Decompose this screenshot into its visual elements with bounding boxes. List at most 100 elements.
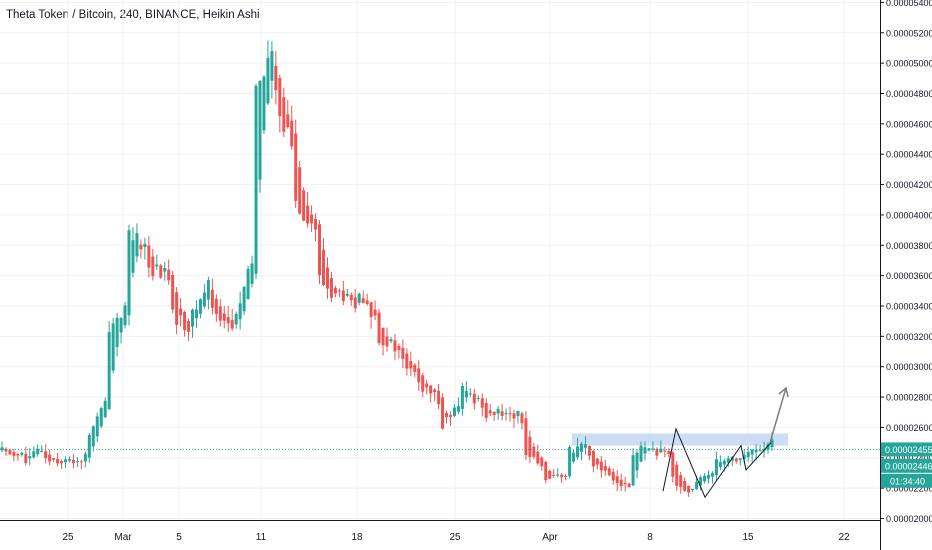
candle-body bbox=[218, 306, 222, 321]
x-tick-label: 22 bbox=[838, 532, 850, 543]
y-tick-label: 0.00002600 bbox=[886, 423, 932, 433]
candle-body bbox=[607, 468, 611, 476]
candle-body bbox=[532, 446, 536, 457]
candle-body bbox=[202, 292, 206, 307]
candle-body bbox=[155, 264, 159, 267]
candle-body bbox=[520, 413, 524, 424]
candle-body bbox=[298, 167, 302, 214]
time-axis[interactable]: 25 Mar 5 11 18 25 Apr 8 15 22 bbox=[0, 520, 880, 544]
candle-body bbox=[722, 460, 726, 465]
candle-body bbox=[56, 458, 60, 464]
candle-body bbox=[179, 308, 183, 316]
candle-body bbox=[242, 286, 246, 312]
candle-body bbox=[377, 312, 381, 344]
candle-body bbox=[16, 454, 20, 456]
candle-body bbox=[714, 459, 718, 475]
candle-body bbox=[548, 470, 552, 479]
candle-body bbox=[738, 458, 742, 461]
candle-body bbox=[95, 416, 99, 437]
price-badge-bg bbox=[881, 458, 932, 473]
x-tick-label: Apr bbox=[542, 532, 558, 543]
candle-body bbox=[639, 445, 643, 462]
candle-body bbox=[290, 120, 294, 147]
y-tick-label: 0.00002400 bbox=[886, 453, 932, 463]
candle-body bbox=[111, 323, 115, 371]
candle-body bbox=[413, 364, 417, 373]
candle-body bbox=[12, 452, 16, 456]
candle-body bbox=[123, 305, 127, 326]
candle-body bbox=[603, 466, 607, 471]
candle-body bbox=[163, 268, 167, 272]
candle-body bbox=[222, 313, 226, 321]
x-tick-label: 8 bbox=[647, 532, 653, 543]
candle-body bbox=[742, 455, 746, 460]
candle-body bbox=[389, 339, 393, 342]
w-pattern-line bbox=[662, 427, 772, 499]
candle-body bbox=[615, 476, 619, 484]
candle-body bbox=[353, 297, 357, 309]
candle-body bbox=[20, 452, 24, 455]
candle-body bbox=[333, 287, 337, 294]
candle-body bbox=[679, 475, 683, 487]
candle-body bbox=[576, 446, 580, 458]
candle-body bbox=[401, 347, 405, 359]
candle-body bbox=[127, 230, 131, 316]
candle-body bbox=[691, 488, 695, 490]
candle-body bbox=[230, 320, 234, 329]
candle-body bbox=[183, 311, 187, 331]
candle-body bbox=[643, 447, 647, 454]
candle-body bbox=[758, 450, 762, 452]
candle-body bbox=[433, 389, 437, 393]
candle-body bbox=[425, 383, 429, 388]
candle-body bbox=[175, 292, 179, 325]
y-tick-label: 0.00003400 bbox=[886, 301, 932, 311]
candle-body bbox=[135, 233, 139, 257]
y-tick-label: 0.00003200 bbox=[886, 332, 932, 342]
candle-body bbox=[706, 474, 710, 479]
candle-body bbox=[329, 278, 333, 298]
candle-body bbox=[595, 458, 599, 465]
candle-body bbox=[381, 327, 385, 346]
candle-body bbox=[234, 313, 238, 325]
candle-body bbox=[452, 407, 456, 416]
candle-body bbox=[528, 436, 532, 457]
candle-body bbox=[369, 302, 373, 317]
candle-body bbox=[524, 418, 528, 456]
candle-body bbox=[583, 444, 587, 448]
candle-body bbox=[143, 243, 147, 248]
candle-body bbox=[349, 294, 353, 301]
candle-body bbox=[540, 457, 544, 467]
candle-body bbox=[191, 309, 195, 327]
y-tick-label: 0.00005000 bbox=[886, 59, 932, 69]
price-axis[interactable]: 0.00005400 0.00005200 0.00005000 0.00004800… bbox=[880, 0, 932, 524]
candle-body bbox=[671, 452, 675, 477]
candle-body bbox=[274, 65, 278, 91]
candle-body bbox=[64, 459, 68, 463]
candle-body bbox=[750, 449, 754, 455]
candle-body bbox=[171, 275, 175, 310]
arrow-shaft bbox=[769, 387, 787, 443]
candle-body bbox=[246, 268, 250, 299]
candle-body bbox=[631, 455, 635, 486]
y-tick-label: 0.00002200 bbox=[886, 484, 932, 494]
candle-body bbox=[512, 413, 516, 419]
candle-body bbox=[564, 475, 568, 477]
candle-body bbox=[373, 309, 377, 316]
candle-body bbox=[131, 240, 135, 273]
candle-body bbox=[464, 391, 468, 398]
candle-body bbox=[159, 265, 163, 278]
candle-body bbox=[579, 443, 583, 452]
candle-body bbox=[437, 390, 441, 405]
candle-body bbox=[675, 464, 679, 486]
candle-body bbox=[754, 449, 758, 453]
candle-body bbox=[67, 459, 71, 461]
candle-body bbox=[591, 450, 595, 467]
candle-body bbox=[472, 393, 476, 404]
candle-body bbox=[560, 474, 564, 478]
candle-body bbox=[651, 448, 655, 450]
candle-body bbox=[318, 224, 322, 276]
candle-body bbox=[536, 451, 540, 464]
countdown-badge-bg bbox=[881, 473, 932, 488]
x-tick-label: 25 bbox=[62, 532, 74, 543]
